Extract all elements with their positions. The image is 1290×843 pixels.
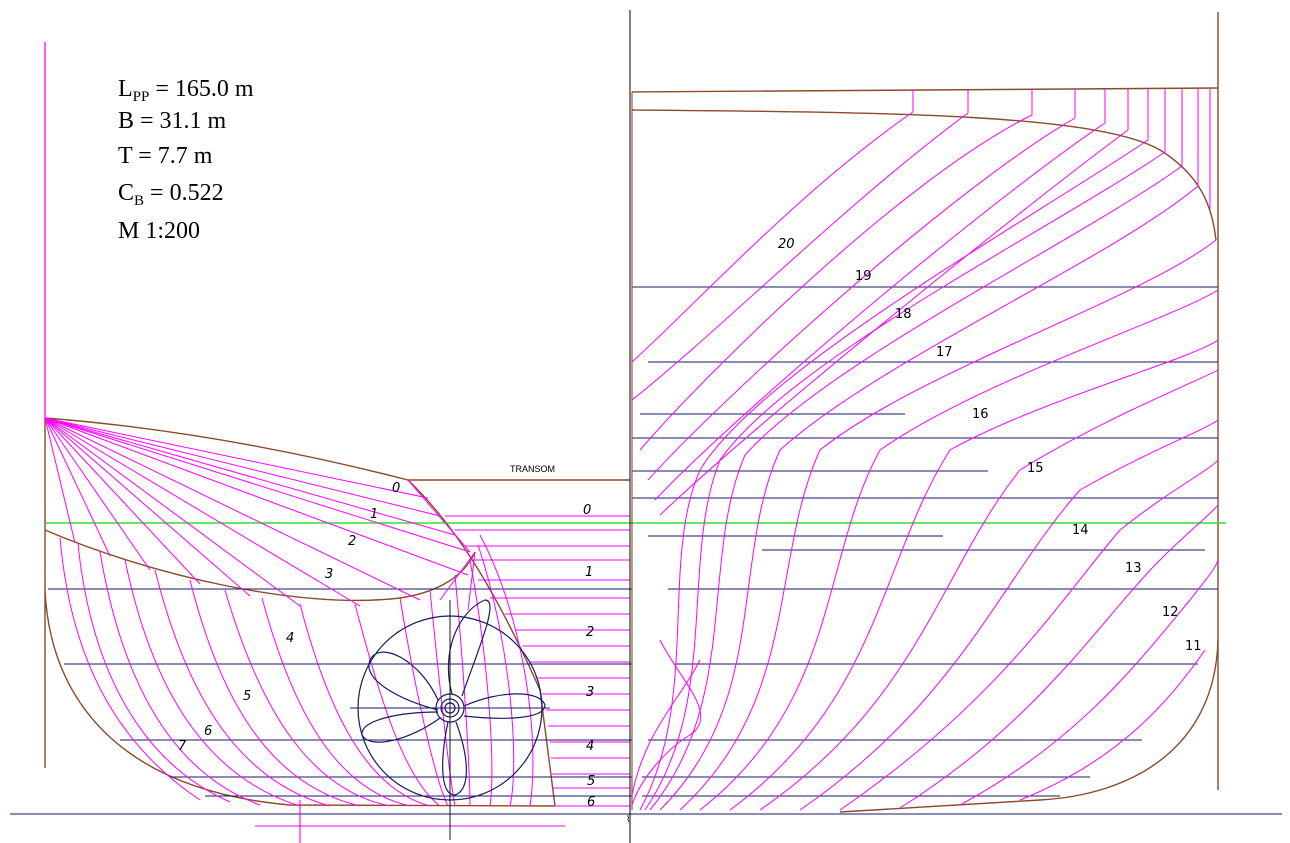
- svg-text:11: 11: [1185, 639, 1202, 654]
- propeller: [350, 599, 550, 840]
- svg-text:LPP = 165.0 m: LPP = 165.0 m: [118, 76, 254, 105]
- svg-text:CB = 0.522: CB = 0.522: [118, 180, 224, 209]
- hull-outline: [44, 12, 1219, 813]
- svg-text:M 1:200: M 1:200: [118, 218, 200, 244]
- fore-section-lines: [631, 111, 1219, 811]
- svg-text:12: 12: [1162, 605, 1179, 620]
- svg-text:4: 4: [286, 631, 294, 646]
- svg-text:5: 5: [243, 689, 251, 704]
- aft-section-labels: 0 1 2 3 4 5 6 7: [178, 481, 400, 754]
- svg-text:3: 3: [586, 685, 594, 700]
- svg-text:0: 0: [583, 503, 591, 518]
- svg-text:13: 13: [1125, 561, 1142, 576]
- svg-text:20: 20: [778, 237, 795, 252]
- svg-text:2: 2: [348, 534, 356, 549]
- svg-text:18: 18: [895, 307, 912, 322]
- keel-mark: ⌇: [626, 814, 630, 824]
- svg-text:16: 16: [972, 407, 989, 422]
- svg-text:6: 6: [204, 724, 212, 739]
- svg-text:3: 3: [325, 567, 333, 582]
- deck-ticks: [912, 89, 1211, 210]
- waterlines: [48, 286, 1218, 797]
- svg-text:1: 1: [585, 565, 593, 580]
- waterline-labels: 0 1 2 3 4 5 6: [583, 503, 595, 810]
- svg-text:14: 14: [1072, 523, 1089, 538]
- fore-section-labels: 11 12 13 14 15 16 17 18 19 20: [778, 237, 1202, 654]
- svg-text:4: 4: [586, 739, 594, 754]
- aft-section-lines: [44, 417, 534, 807]
- svg-text:19: 19: [855, 269, 872, 284]
- svg-text:0: 0: [392, 481, 400, 496]
- svg-text:5: 5: [587, 774, 595, 789]
- transom-label: TRANSOM: [510, 464, 555, 474]
- svg-text:7: 7: [178, 739, 187, 754]
- spec-block: LPP = 165.0 m B = 31.1 m T = 7.7 m CB = …: [118, 76, 254, 244]
- svg-text:1: 1: [370, 507, 378, 522]
- svg-text:B = 31.1 m: B = 31.1 m: [118, 108, 227, 134]
- transom-waterlines: [445, 515, 630, 807]
- svg-text:2: 2: [586, 625, 594, 640]
- svg-text:17: 17: [936, 345, 953, 360]
- svg-text:T = 7.7 m: T = 7.7 m: [118, 143, 213, 169]
- svg-text:6: 6: [587, 795, 595, 810]
- svg-text:15: 15: [1027, 461, 1044, 476]
